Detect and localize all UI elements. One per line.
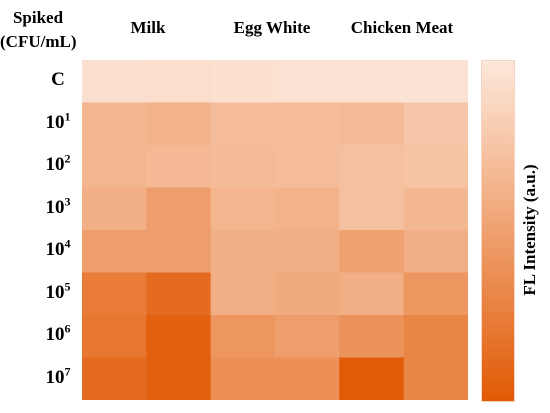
heatmap-cell-r1-c4 [339, 102, 405, 146]
row-label-exponent: 6 [64, 321, 71, 336]
heatmap-cell-r6-c0 [82, 315, 147, 358]
row-label-base: 10 [45, 366, 65, 388]
heatmap-cell-r3-c1 [146, 187, 212, 231]
axis-title-line1: Spiked [12, 8, 64, 27]
heatmap-cell-r5-c3 [275, 272, 340, 316]
heatmap-cell-r7-c3 [275, 357, 340, 400]
heatmap-cell-r0-c0 [82, 60, 147, 103]
row-label-3: 103 [28, 194, 88, 219]
heatmap-cell-r3-c5 [403, 187, 468, 231]
heatmap-cell-r1-c3 [275, 102, 340, 146]
heatmap-cell-r3-c0 [82, 187, 147, 231]
row-label-6: 106 [28, 321, 88, 346]
heatmap-cell-r5-c1 [146, 272, 212, 316]
column-label-egg-white: Egg White [233, 18, 311, 37]
heatmap-cell-r6-c1 [146, 315, 212, 358]
axis-title-line2: (CFU/mL) [0, 32, 77, 51]
heatmap-cell-r4-c5 [403, 230, 468, 273]
row-label-5: 105 [28, 279, 88, 304]
heatmap-cell-r6-c5 [403, 315, 468, 358]
heatmap-cell-r0-c5 [403, 60, 468, 103]
row-label-exponent: 2 [64, 151, 71, 166]
heatmap-cell-r7-c4 [339, 357, 405, 400]
heatmap-cell-r5-c5 [403, 272, 468, 316]
heatmap-cell-r4-c4 [339, 230, 405, 273]
heatmap-cell-r1-c5 [403, 102, 468, 146]
row-label-exponent: 7 [64, 364, 71, 379]
row-label-exponent: 3 [64, 194, 71, 209]
row-label-4: 104 [28, 236, 88, 261]
row-label-2: 102 [28, 151, 88, 176]
heatmap-cell-r2-c2 [210, 145, 276, 188]
heatmap-cell-r2-c5 [403, 145, 468, 188]
row-label-7: 107 [28, 364, 88, 389]
heatmap-cell-r5-c4 [339, 272, 405, 316]
heatmap-cell-r0-c4 [339, 60, 405, 103]
heatmap-cell-r4-c3 [275, 230, 340, 273]
heatmap-cell-r0-c3 [275, 60, 340, 103]
heatmap-cell-r5-c0 [82, 272, 147, 316]
heatmap-cell-r4-c2 [210, 230, 276, 273]
heatmap-cell-r1-c0 [82, 102, 147, 146]
heatmap-cell-r6-c2 [210, 315, 276, 358]
heatmap-cell-r6-c4 [339, 315, 405, 358]
column-label-chicken-meat: Chicken Meat [350, 18, 454, 37]
row-label-base: 10 [45, 239, 65, 261]
axis-title: Spiked (CFU/mL) [0, 6, 76, 54]
heatmap-cell-r4-c1 [146, 230, 212, 273]
heatmap-cell-r2-c0 [82, 145, 147, 188]
heatmap-cell-r0-c1 [146, 60, 212, 103]
heatmap-cell-r6-c3 [275, 315, 340, 358]
row-label-base: 10 [45, 281, 65, 303]
heatmap-cell-r2-c3 [275, 145, 340, 188]
row-label-base: 10 [45, 196, 65, 218]
row-label-exponent: 4 [64, 236, 71, 251]
colorbar-label: FL Intensity (a.u.) [520, 164, 539, 296]
heatmap-cell-r2-c1 [146, 145, 212, 188]
row-label-base: 10 [45, 111, 65, 133]
heatmap-cell-r7-c5 [403, 357, 468, 400]
heatmap-cell-r2-c4 [339, 145, 405, 188]
row-label-1: 101 [28, 109, 88, 134]
heatmap-cell-r4-c0 [82, 230, 147, 273]
heatmap-cell-r3-c3 [275, 187, 340, 231]
colorbar [481, 60, 515, 402]
heatmap-cell-r7-c0 [82, 357, 147, 400]
column-label-milk: Milk [130, 18, 166, 37]
heatmap-cell-r0-c2 [210, 60, 276, 103]
row-label-exponent: 1 [64, 109, 71, 124]
heatmap-cell-r1-c2 [210, 102, 276, 146]
row-label-base: 10 [45, 154, 65, 176]
row-label-0: C [51, 69, 65, 91]
heatmap-cell-r3-c2 [210, 187, 276, 231]
heatmap-cell-r1-c1 [146, 102, 212, 146]
row-label-exponent: 5 [64, 279, 71, 294]
heatmap [82, 60, 468, 400]
row-label-base: 10 [45, 324, 65, 346]
heatmap-cell-r7-c1 [146, 357, 212, 400]
heatmap-cell-r5-c2 [210, 272, 276, 316]
heatmap-cell-r7-c2 [210, 357, 276, 400]
heatmap-cell-r3-c4 [339, 187, 405, 231]
